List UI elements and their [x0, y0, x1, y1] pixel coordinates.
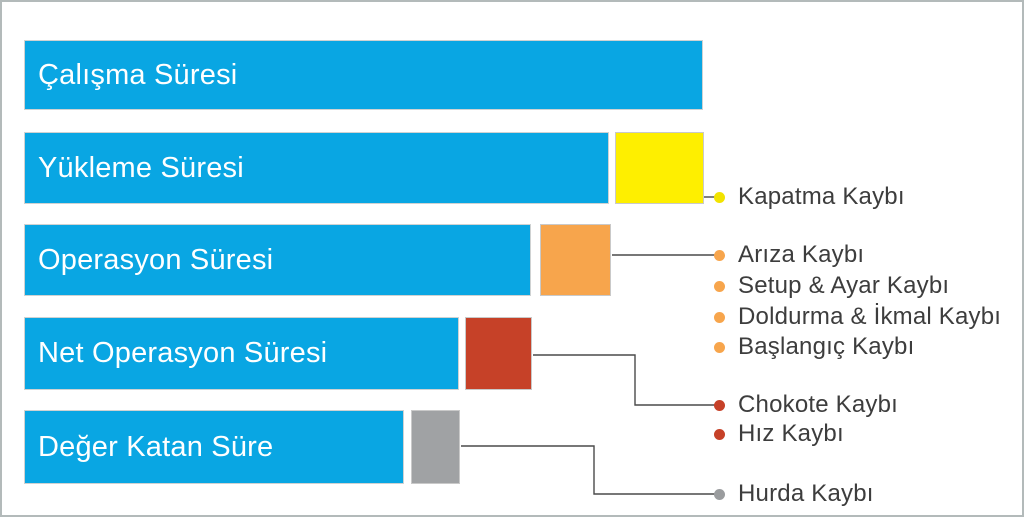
bar-net-operasyon-suresi: Net Operasyon Süresi — [24, 317, 459, 390]
red-bullet-icon — [714, 428, 725, 440]
legend-item-ariza-kaybi: Arıza Kaybı — [714, 240, 864, 270]
loss-block-kapatma — [615, 132, 704, 204]
legend-label: Arıza Kaybı — [738, 241, 865, 268]
bar-label: Operasyon Süresi — [38, 243, 274, 276]
bar-operasyon-suresi: Operasyon Süresi — [24, 224, 531, 296]
red-bullet-icon — [714, 399, 725, 411]
legend-label: Hız Kaybı — [738, 420, 844, 447]
bar-deger-katan-sure: Değer Katan Süre — [24, 410, 404, 484]
bar-yukleme-suresi: Yükleme Süresi — [24, 132, 609, 204]
legend-label: Doldurma & İkmal Kaybı — [738, 303, 1002, 330]
loss-block-kullanilabilirlik — [540, 224, 611, 296]
legend-label: Hurda Kaybı — [738, 480, 874, 507]
legend-item-setup-ayar-kaybi: Setup & Ayar Kaybı — [714, 271, 949, 301]
bar-label: Yükleme Süresi — [38, 151, 244, 184]
legend-label: Kapatma Kaybı — [738, 183, 905, 210]
legend-item-chokote-kaybi: Chokote Kaybı — [714, 390, 898, 420]
bar-calisma-suresi: Çalışma Süresi — [24, 40, 703, 110]
legend-label: Başlangıç Kaybı — [738, 333, 915, 360]
bar-label: Çalışma Süresi — [38, 58, 238, 91]
connector-chokote — [533, 354, 715, 406]
legend-item-hurda-kaybi: Hurda Kaybı — [714, 479, 874, 509]
orange-bullet-icon — [714, 280, 725, 292]
yellow-bullet-icon — [714, 191, 725, 203]
bar-label: Değer Katan Süre — [38, 430, 274, 463]
legend-item-baslangic-kaybi: Başlangıç Kaybı — [714, 332, 914, 362]
bar-label: Net Operasyon Süresi — [38, 337, 328, 369]
legend-label: Setup & Ayar Kaybı — [738, 272, 950, 299]
gray-bullet-icon — [714, 488, 725, 500]
legend-item-hiz-kaybi: Hız Kaybı — [714, 419, 844, 449]
legend-label: Chokote Kaybı — [738, 391, 899, 418]
connector-hurda — [461, 445, 715, 495]
legend-item-doldurma-ikmal-kaybi: Doldurma & İkmal Kaybı — [714, 302, 1001, 332]
orange-bullet-icon — [714, 249, 725, 261]
loss-block-performans — [465, 317, 532, 390]
legend-item-kapatma-kaybi: Kapatma Kaybı — [714, 182, 905, 212]
orange-bullet-icon — [714, 311, 725, 323]
orange-bullet-icon — [714, 341, 725, 353]
loss-block-kalite — [411, 410, 460, 484]
